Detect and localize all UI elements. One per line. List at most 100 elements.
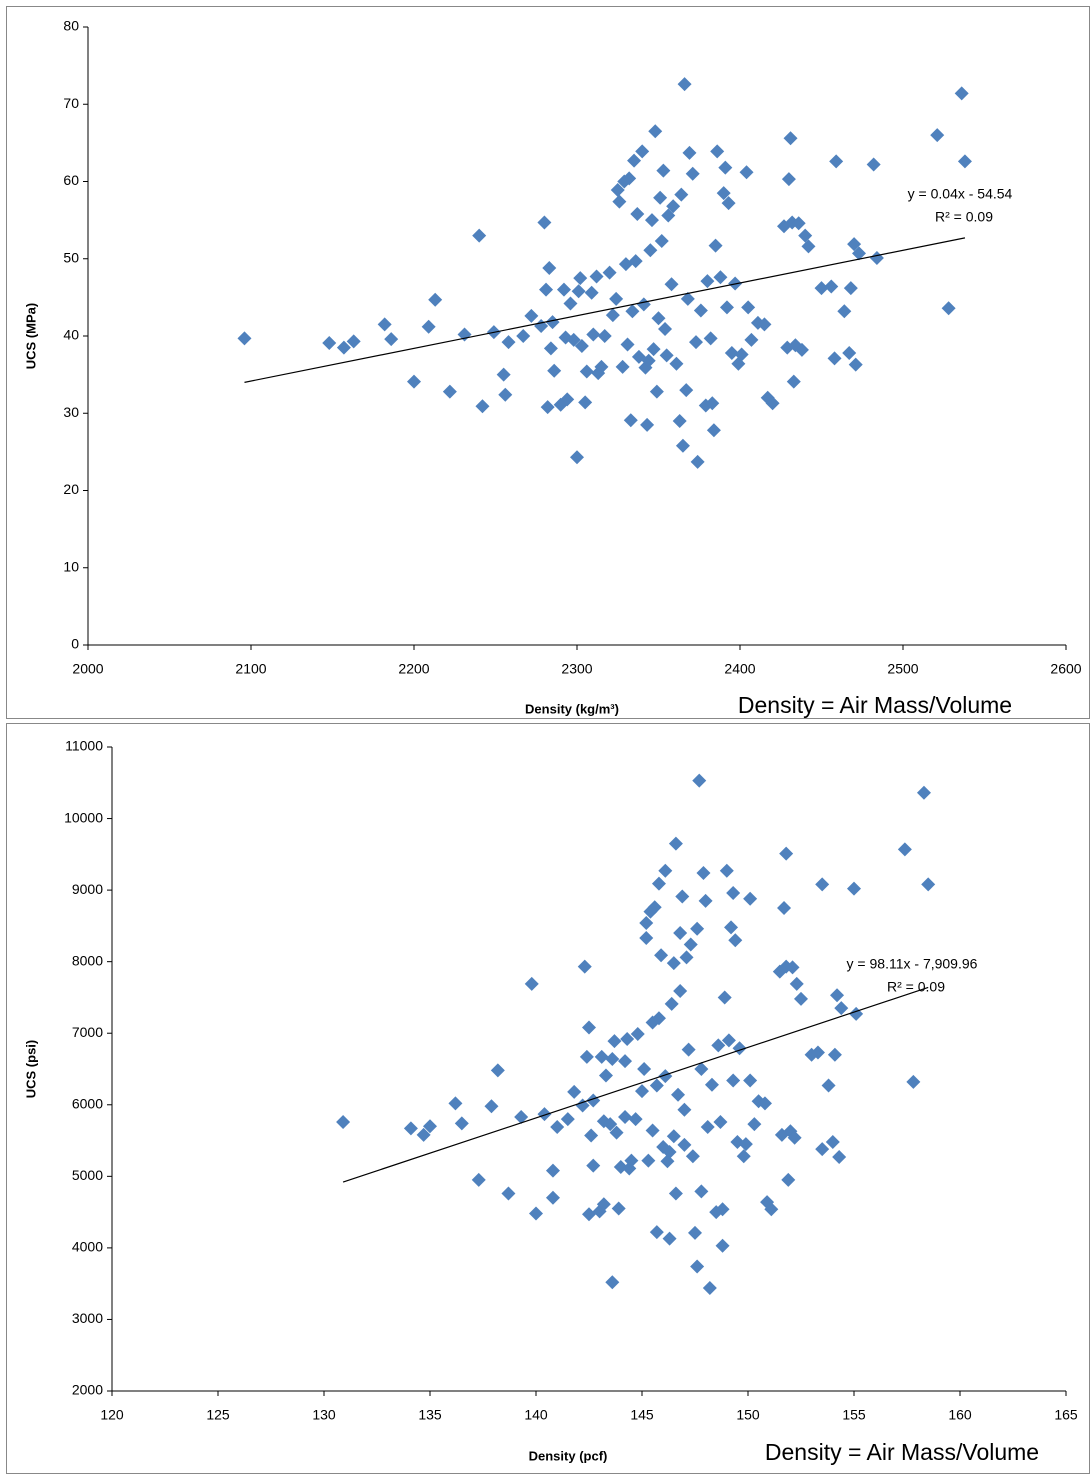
data-point	[683, 937, 698, 952]
data-point	[609, 1125, 624, 1140]
data-point	[524, 976, 539, 991]
y-tick-label: 8000	[72, 952, 103, 968]
data-point	[496, 367, 511, 382]
trendline-equation: y = 0.04x - 54.54	[908, 186, 1013, 202]
data-point	[635, 144, 650, 159]
data-point	[529, 1206, 543, 1221]
data-point	[571, 284, 586, 299]
data-point	[847, 237, 862, 252]
data-point	[696, 865, 711, 880]
data-point	[648, 124, 663, 139]
data-point	[615, 359, 630, 374]
data-point	[705, 396, 720, 411]
data-point	[403, 1121, 418, 1136]
data-point	[829, 154, 844, 169]
data-point	[708, 238, 723, 253]
x-tick-label: 125	[206, 1407, 230, 1423]
data-point	[649, 384, 664, 399]
data-point	[724, 345, 739, 360]
data-point	[322, 335, 337, 350]
data-point	[653, 190, 668, 205]
data-point	[647, 900, 662, 915]
y-tick-label: 70	[63, 95, 79, 111]
data-point	[847, 881, 861, 896]
data-point	[675, 889, 690, 904]
data-point	[739, 165, 754, 180]
data-point	[620, 337, 635, 352]
data-point	[501, 335, 516, 350]
data-point	[540, 400, 555, 415]
chart-frame	[6, 723, 1090, 1474]
data-point	[539, 282, 554, 297]
data-point	[677, 77, 692, 92]
data-point	[694, 1062, 709, 1076]
data-point	[673, 984, 688, 999]
x-tick-label: 145	[630, 1407, 654, 1423]
data-point	[641, 353, 656, 368]
data-point	[669, 356, 684, 371]
data-point	[566, 332, 581, 347]
data-point	[645, 1123, 660, 1138]
y-tick-label: 4000	[72, 1239, 103, 1255]
data-point	[825, 1134, 840, 1149]
data-point	[656, 163, 671, 178]
data-point	[471, 1172, 486, 1187]
data-point	[721, 196, 736, 211]
data-point	[649, 1078, 664, 1093]
y-tick-label: 10	[63, 558, 79, 574]
data-point	[671, 1087, 686, 1102]
y-tick-label: 60	[63, 172, 79, 188]
x-tick-label: 2600	[1050, 661, 1081, 677]
x-tick-label: 140	[524, 1407, 548, 1423]
data-point	[842, 345, 857, 360]
data-point	[791, 216, 806, 231]
data-point	[832, 1150, 847, 1165]
data-point	[664, 277, 679, 292]
data-point	[666, 199, 681, 214]
x-tick-label: 130	[312, 1407, 336, 1423]
data-point	[843, 281, 858, 296]
data-point	[673, 926, 688, 941]
data-point	[726, 885, 741, 900]
data-point	[659, 348, 674, 363]
data-point	[798, 228, 813, 243]
data-point	[501, 1186, 516, 1201]
data-point	[475, 399, 490, 414]
x-tick-label: 2000	[72, 661, 103, 677]
data-point	[611, 1201, 626, 1216]
x-tick-label: 2200	[398, 661, 429, 677]
data-point	[668, 1186, 683, 1201]
data-point	[560, 1112, 575, 1127]
data-point	[674, 187, 689, 202]
data-point	[728, 933, 743, 948]
data-point	[719, 863, 734, 878]
data-point	[814, 281, 829, 296]
y-tick-label: 2000	[72, 1382, 103, 1398]
x-tick-label: 135	[418, 1407, 442, 1423]
data-point	[957, 154, 972, 169]
y-tick-label: 3000	[72, 1310, 103, 1326]
data-point	[765, 396, 780, 411]
data-point	[596, 1197, 611, 1212]
data-point	[607, 1034, 622, 1049]
data-point	[384, 332, 399, 347]
y-tick-label: 10000	[64, 809, 103, 825]
data-point	[930, 128, 945, 143]
data-point	[781, 1172, 796, 1187]
data-point	[677, 1102, 692, 1117]
data-point	[577, 959, 592, 974]
data-point	[574, 339, 589, 354]
y-tick-label: 11000	[65, 738, 103, 754]
data-point	[743, 891, 758, 906]
y-tick-label: 80	[63, 18, 79, 34]
data-point	[690, 454, 705, 469]
data-point	[618, 1054, 633, 1069]
data-point	[764, 1202, 779, 1217]
data-point	[472, 228, 487, 243]
x-axis-title: Density (pcf)	[529, 1448, 608, 1463]
data-point	[622, 171, 637, 186]
data-point	[706, 423, 721, 438]
data-point	[681, 1042, 696, 1057]
data-point	[693, 303, 708, 318]
data-point	[651, 876, 666, 891]
